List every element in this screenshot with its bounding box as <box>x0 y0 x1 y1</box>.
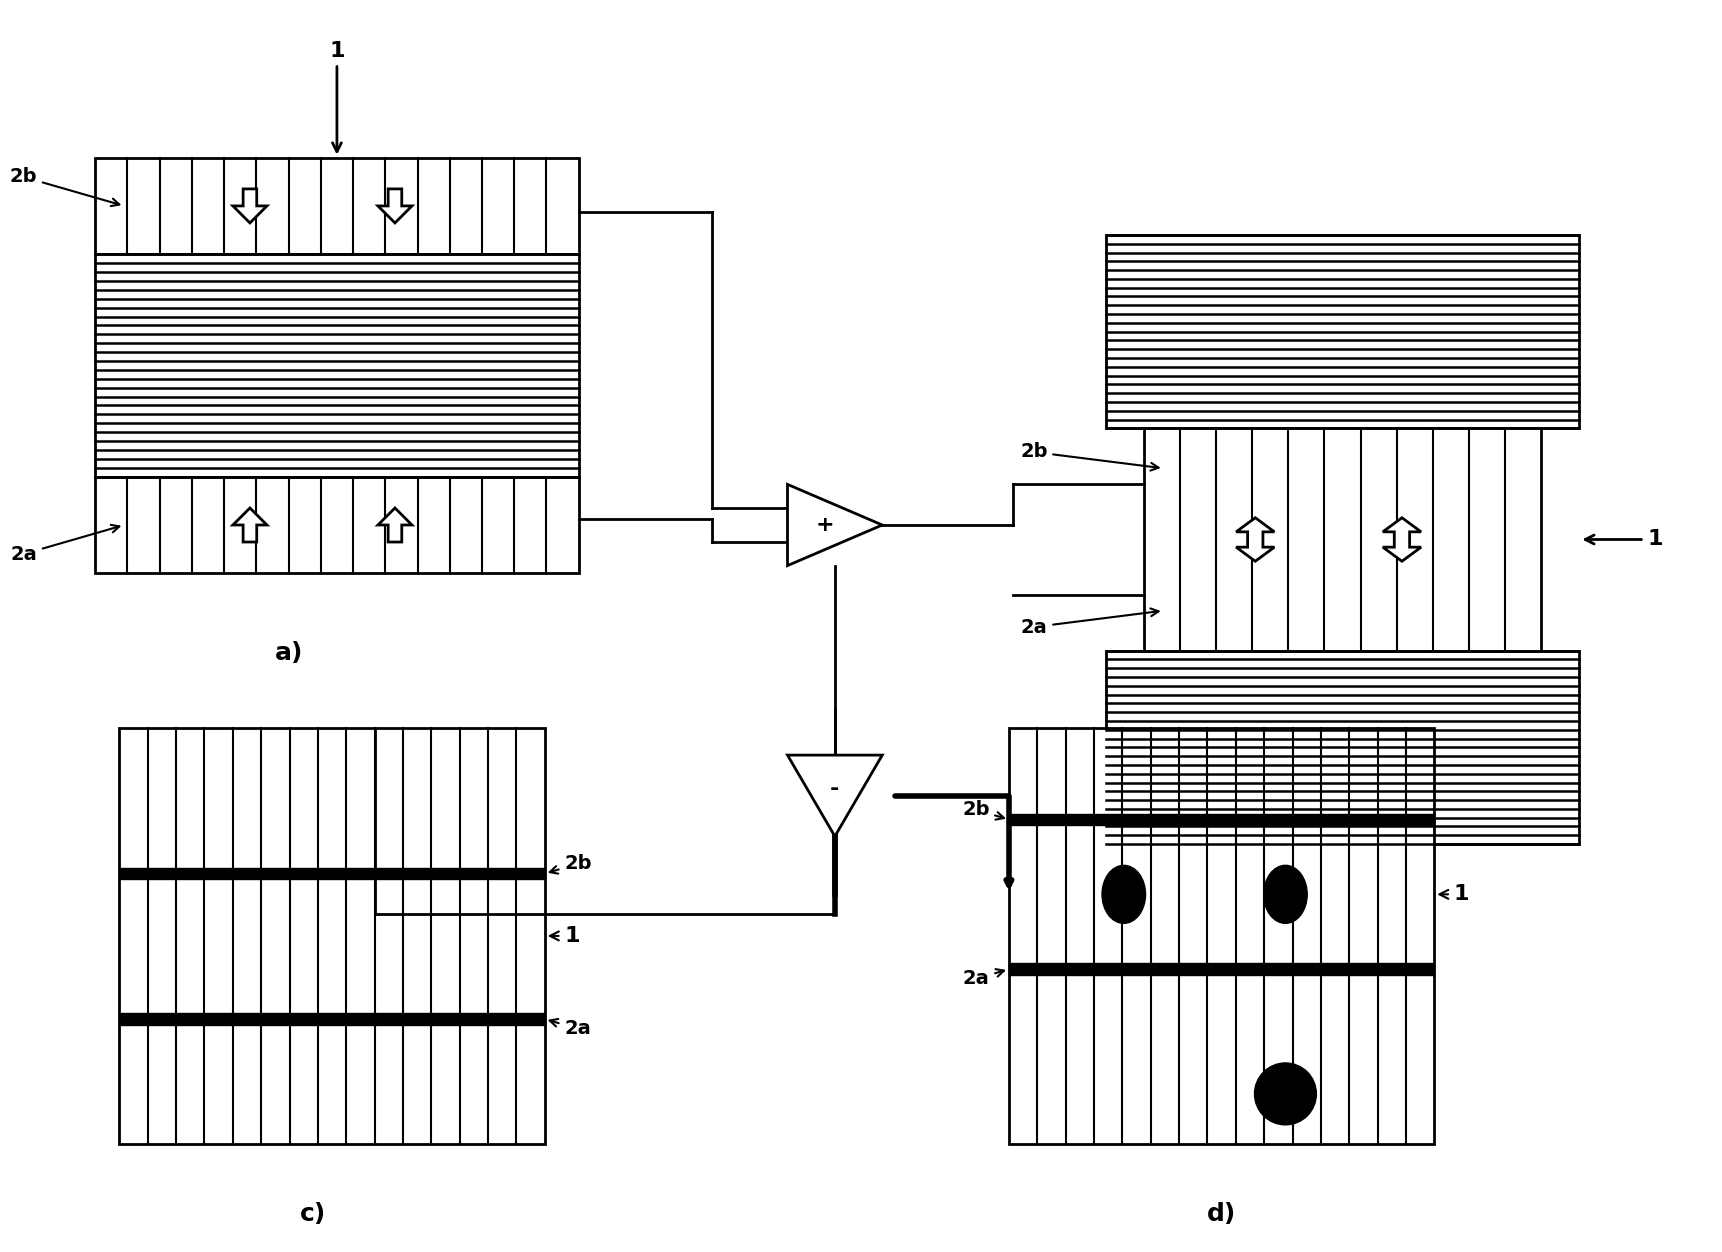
Text: 1: 1 <box>1440 884 1469 904</box>
Bar <box>1106 235 1579 428</box>
Text: 2b: 2b <box>10 168 119 207</box>
Text: 2b: 2b <box>1019 442 1159 471</box>
Text: 2a: 2a <box>1021 608 1159 636</box>
Text: a): a) <box>274 641 303 665</box>
Polygon shape <box>377 508 412 542</box>
Bar <box>1009 814 1434 825</box>
Ellipse shape <box>1102 865 1145 923</box>
Text: 2a: 2a <box>10 525 119 563</box>
Text: b): b) <box>1367 903 1397 926</box>
Bar <box>1145 428 1541 651</box>
Bar <box>95 158 579 254</box>
Bar <box>119 1013 544 1025</box>
Polygon shape <box>787 755 882 836</box>
Polygon shape <box>232 189 267 223</box>
Text: 2a: 2a <box>963 969 1004 988</box>
Bar <box>119 729 544 1144</box>
Text: -: - <box>830 779 840 799</box>
Bar <box>95 477 579 573</box>
Text: 2a: 2a <box>549 1019 591 1038</box>
Text: 1: 1 <box>329 41 344 151</box>
Polygon shape <box>232 508 267 542</box>
Bar <box>1009 963 1434 975</box>
Polygon shape <box>1383 518 1421 561</box>
Bar <box>1009 729 1434 1144</box>
Bar <box>95 254 579 477</box>
Polygon shape <box>377 189 412 223</box>
Text: 1: 1 <box>549 926 580 947</box>
Text: d): d) <box>1207 1202 1236 1226</box>
Bar <box>119 868 544 879</box>
Circle shape <box>1255 1063 1316 1124</box>
Text: c): c) <box>300 1202 325 1226</box>
Text: 2b: 2b <box>963 800 1004 820</box>
Bar <box>1106 651 1579 844</box>
Text: 1: 1 <box>1586 530 1662 550</box>
Text: +: + <box>816 515 833 535</box>
Ellipse shape <box>1264 865 1307 923</box>
Polygon shape <box>1236 518 1274 561</box>
Polygon shape <box>787 485 882 566</box>
Text: 2b: 2b <box>549 854 592 874</box>
